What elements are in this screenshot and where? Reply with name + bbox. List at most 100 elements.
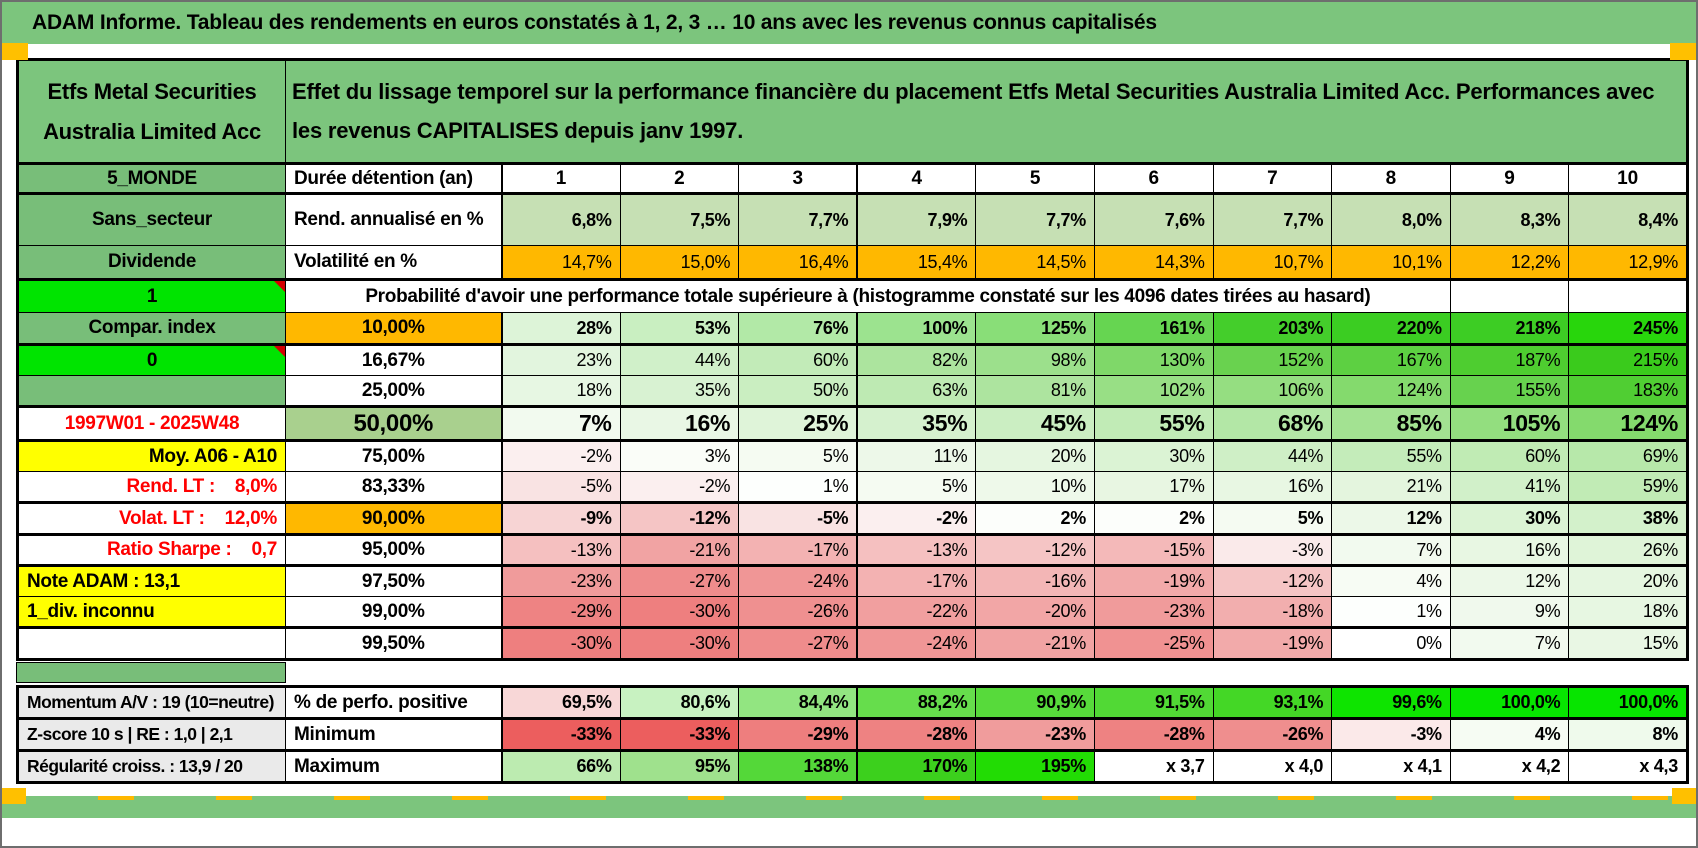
- metric-label-cell[interactable]: Volatilité en %: [285, 245, 502, 281]
- value-cell[interactable]: -26%: [738, 596, 858, 628]
- value-cell[interactable]: 44%: [1212, 440, 1333, 472]
- value-cell[interactable]: -29%: [500, 596, 621, 628]
- value-cell[interactable]: 17%: [1093, 471, 1214, 503]
- value-cell[interactable]: 30%: [1449, 501, 1570, 536]
- value-cell[interactable]: 1%: [1331, 596, 1451, 628]
- value-cell[interactable]: -27%: [619, 564, 740, 597]
- value-cell[interactable]: 60%: [738, 344, 858, 376]
- value-cell[interactable]: x 4,1: [1331, 749, 1451, 783]
- value-cell[interactable]: 20%: [1568, 564, 1689, 597]
- value-cell[interactable]: 44%: [619, 344, 740, 376]
- value-cell[interactable]: 69%: [1568, 440, 1689, 472]
- column-header-cell[interactable]: 3: [738, 163, 858, 195]
- value-cell[interactable]: 105%: [1449, 405, 1570, 442]
- value-cell[interactable]: 5%: [856, 471, 977, 503]
- value-cell[interactable]: x 3,7: [1093, 749, 1214, 783]
- value-cell[interactable]: 12%: [1331, 501, 1451, 536]
- value-cell[interactable]: 16%: [1449, 534, 1570, 566]
- value-cell[interactable]: -3%: [1331, 717, 1451, 751]
- value-cell[interactable]: 15,0%: [619, 245, 740, 281]
- column-header-cell[interactable]: 1: [500, 163, 621, 195]
- fund-name-cell[interactable]: Etfs Metal Securities Australia Limited …: [17, 59, 286, 165]
- row-label-cell[interactable]: Ratio Sharpe : 0,7: [17, 534, 286, 566]
- value-cell[interactable]: 88,2%: [856, 686, 977, 719]
- value-cell[interactable]: -28%: [1093, 717, 1214, 751]
- value-cell[interactable]: 91,5%: [1093, 686, 1214, 719]
- value-cell[interactable]: -23%: [500, 564, 621, 597]
- value-cell[interactable]: 7,7%: [1212, 193, 1333, 246]
- value-cell[interactable]: 76%: [738, 312, 858, 346]
- row-label-cell[interactable]: Sans_secteur: [17, 193, 286, 246]
- value-cell[interactable]: 45%: [975, 405, 1095, 442]
- value-cell[interactable]: 5%: [738, 440, 858, 472]
- gap-green-cell[interactable]: [16, 662, 286, 683]
- value-cell[interactable]: 125%: [975, 312, 1095, 346]
- percentile-label-cell[interactable]: 16,67%: [285, 344, 502, 376]
- value-cell[interactable]: 10,7%: [1212, 245, 1333, 281]
- metric-label-cell[interactable]: Minimum: [285, 717, 502, 751]
- value-cell[interactable]: 8,0%: [1331, 193, 1451, 246]
- value-cell[interactable]: 8%: [1568, 717, 1688, 751]
- metric-label-cell[interactable]: Maximum: [285, 749, 502, 783]
- value-cell[interactable]: 41%: [1449, 471, 1570, 503]
- metric-label-cell[interactable]: % de perfo. positive: [285, 686, 502, 719]
- column-header-cell[interactable]: 2: [619, 163, 740, 195]
- value-cell[interactable]: 16%: [1212, 471, 1333, 503]
- value-cell[interactable]: 16%: [619, 405, 740, 442]
- percentile-label-cell[interactable]: 50,00%: [285, 405, 502, 442]
- value-cell[interactable]: 3%: [619, 440, 740, 472]
- value-cell[interactable]: 15,4%: [856, 245, 977, 281]
- value-cell[interactable]: 69,5%: [500, 686, 621, 719]
- value-cell[interactable]: -19%: [1093, 564, 1214, 597]
- value-cell[interactable]: 130%: [1093, 344, 1214, 376]
- value-cell[interactable]: 7,5%: [619, 193, 740, 246]
- value-cell[interactable]: x 4,2: [1449, 749, 1570, 783]
- value-cell[interactable]: 9%: [1449, 596, 1570, 628]
- value-cell[interactable]: 50%: [738, 375, 858, 407]
- value-cell[interactable]: -21%: [619, 534, 740, 566]
- row-label-cell[interactable]: Dividende: [17, 245, 286, 281]
- value-cell[interactable]: 2%: [1093, 501, 1214, 536]
- value-cell[interactable]: -2%: [500, 440, 621, 472]
- row-label-cell[interactable]: Rend. LT : 8,0%: [17, 471, 286, 503]
- value-cell[interactable]: 60%: [1449, 440, 1570, 472]
- column-header-cell[interactable]: 8: [1331, 163, 1451, 195]
- empty-cell[interactable]: [1449, 279, 1570, 313]
- value-cell[interactable]: -27%: [738, 626, 858, 660]
- value-cell[interactable]: 20%: [975, 440, 1095, 472]
- row-label-cell[interactable]: Momentum A/V : 19 (10=neutre): [17, 686, 286, 719]
- value-cell[interactable]: 12%: [1449, 564, 1570, 597]
- percentile-label-cell[interactable]: 95,00%: [285, 534, 502, 566]
- row-label-cell[interactable]: 1_div. inconnu: [17, 596, 286, 628]
- metric-label-cell[interactable]: Rend. annualisé en %: [285, 193, 502, 246]
- value-cell[interactable]: -17%: [856, 564, 977, 597]
- value-cell[interactable]: 8,4%: [1568, 193, 1689, 246]
- value-cell[interactable]: -28%: [856, 717, 977, 751]
- value-cell[interactable]: x 4,3: [1568, 749, 1688, 783]
- value-cell[interactable]: 0%: [1331, 626, 1451, 660]
- value-cell[interactable]: 35%: [619, 375, 740, 407]
- value-cell[interactable]: 84,4%: [738, 686, 858, 719]
- flag-cell[interactable]: 1: [17, 279, 286, 313]
- value-cell[interactable]: 1%: [738, 471, 858, 503]
- value-cell[interactable]: -24%: [856, 626, 977, 660]
- value-cell[interactable]: 53%: [619, 312, 740, 346]
- value-cell[interactable]: 183%: [1568, 375, 1689, 407]
- value-cell[interactable]: -30%: [500, 626, 621, 660]
- row-label-cell[interactable]: Volat. LT : 12,0%: [17, 501, 286, 536]
- value-cell[interactable]: -16%: [975, 564, 1095, 597]
- probability-header-cell[interactable]: Probabilité d'avoir une performance tota…: [285, 279, 1451, 313]
- value-cell[interactable]: -33%: [500, 717, 621, 751]
- metric-label-cell[interactable]: Durée détention (an): [285, 163, 502, 195]
- value-cell[interactable]: -12%: [619, 501, 740, 536]
- value-cell[interactable]: -23%: [1093, 596, 1214, 628]
- value-cell[interactable]: 38%: [1568, 501, 1689, 536]
- value-cell[interactable]: 28%: [500, 312, 621, 346]
- value-cell[interactable]: 98%: [975, 344, 1095, 376]
- percentile-label-cell[interactable]: 99,00%: [285, 596, 502, 628]
- value-cell[interactable]: 35%: [856, 405, 977, 442]
- value-cell[interactable]: -2%: [856, 501, 977, 536]
- column-header-cell[interactable]: 7: [1212, 163, 1333, 195]
- value-cell[interactable]: -13%: [500, 534, 621, 566]
- value-cell[interactable]: 152%: [1212, 344, 1333, 376]
